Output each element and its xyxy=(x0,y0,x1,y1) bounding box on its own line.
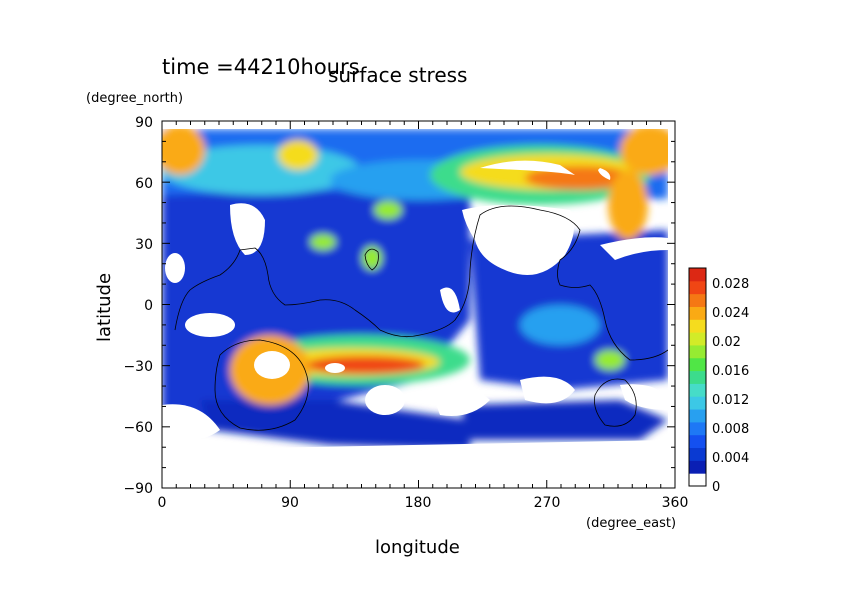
hole-far-east xyxy=(600,237,668,260)
colorbar-swatch xyxy=(689,332,706,346)
hole-south-1 xyxy=(162,404,220,442)
coastlines xyxy=(174,205,668,431)
hole-sw-center xyxy=(254,351,290,379)
colorbar-swatch xyxy=(689,421,706,436)
y-tick-label: 60 xyxy=(135,176,153,192)
x-tick-label: 0 xyxy=(158,495,167,511)
blob-east-hook xyxy=(608,170,648,240)
colorbar-swatch xyxy=(689,447,706,461)
chart-title: surface stress xyxy=(328,63,467,87)
blob-s-teal xyxy=(520,305,600,345)
y-tick-label: 30 xyxy=(135,237,153,253)
y-tick-labels: 90 60 30 0 −30 −60 −90 xyxy=(123,115,153,497)
y-tick-label: 0 xyxy=(144,298,153,314)
blob-n-yellow xyxy=(278,140,318,170)
south-fill-east xyxy=(460,400,668,440)
x-tick-label: 360 xyxy=(662,495,689,511)
blob-se-green xyxy=(595,350,625,370)
colorbar-label: 0.016 xyxy=(712,364,749,379)
colorbar-swatch xyxy=(689,370,706,384)
y-tick-label: −90 xyxy=(123,481,153,497)
blob-mid-green1 xyxy=(374,201,402,219)
y-tick-label: −30 xyxy=(123,359,153,375)
hole-n-arc xyxy=(480,160,575,175)
x-tick-label: 180 xyxy=(405,495,432,511)
colorbar-swatch xyxy=(689,383,706,397)
axis-ticks xyxy=(161,120,676,489)
colorbar-swatch xyxy=(689,293,706,307)
colorbar-labels: 0 0.004 0.008 0.012 0.016 0.02 0.024 0.0… xyxy=(712,277,749,495)
colorbar-swatch xyxy=(689,280,706,295)
zero-regions xyxy=(162,160,668,488)
hole-mid-south xyxy=(325,363,345,373)
hole-east-continent xyxy=(462,205,574,275)
colorbar-swatch xyxy=(689,409,706,423)
colorbar-label: 0 xyxy=(712,480,720,495)
south-fill xyxy=(200,400,470,450)
colorbar-swatch xyxy=(689,396,706,410)
colorbar-swatch xyxy=(689,473,706,487)
coast-america xyxy=(469,205,668,361)
colorbar xyxy=(689,268,706,487)
coast-island xyxy=(594,378,637,427)
hole-se-2 xyxy=(620,384,668,410)
colorbar-swatch xyxy=(689,268,706,282)
colorbar-label: 0.02 xyxy=(712,335,741,350)
x-tick-label: 90 xyxy=(281,495,299,511)
hole-se-1 xyxy=(520,376,575,404)
blob-ne-corner xyxy=(620,129,668,175)
hole-bottom xyxy=(162,440,668,488)
blob-mid-green2 xyxy=(310,234,336,250)
colorbar-label: 0.028 xyxy=(712,277,749,292)
time-label: time =44210hours xyxy=(162,55,360,79)
blob-nw-corner xyxy=(162,129,205,175)
colorbar-swatch xyxy=(689,344,706,359)
hole-west-3 xyxy=(165,253,185,283)
hole-west-1 xyxy=(230,203,265,255)
colorbar-swatch xyxy=(689,306,706,320)
x-tick-label: 270 xyxy=(534,495,561,511)
blob-sw-orange xyxy=(305,356,425,374)
colorbar-label: 0.024 xyxy=(712,306,749,321)
colorbar-label: 0.004 xyxy=(712,451,749,466)
y-tick-label: 90 xyxy=(135,115,153,131)
x-unit-label: (degree_east) xyxy=(586,516,676,531)
hole-n-east xyxy=(598,168,611,180)
colorbar-frame xyxy=(688,267,707,487)
coast-africa xyxy=(174,247,471,338)
stress-field xyxy=(162,129,668,488)
blob-mid-green3 xyxy=(362,246,382,270)
colorbar-swatch xyxy=(689,460,706,474)
hole-south-3 xyxy=(430,385,490,416)
colorbar-label: 0.012 xyxy=(712,393,749,408)
coast-madagascar xyxy=(364,248,379,271)
colorbar-swatch xyxy=(689,434,706,449)
hole-west-2 xyxy=(185,313,235,337)
hole-mid-1 xyxy=(440,287,460,313)
colorbar-label: 0.008 xyxy=(712,422,749,437)
y-tick-label: −60 xyxy=(123,420,153,436)
y-axis-label: latitude xyxy=(94,273,115,342)
x-axis-label: longitude xyxy=(375,537,460,558)
colorbar-swatch xyxy=(689,357,706,372)
y-unit-label: (degree_north) xyxy=(86,91,183,106)
x-tick-labels: 0 90 180 270 360 xyxy=(158,495,689,511)
coast-australia xyxy=(214,339,309,431)
colorbar-swatch xyxy=(689,319,706,333)
hole-south-2 xyxy=(365,385,405,415)
